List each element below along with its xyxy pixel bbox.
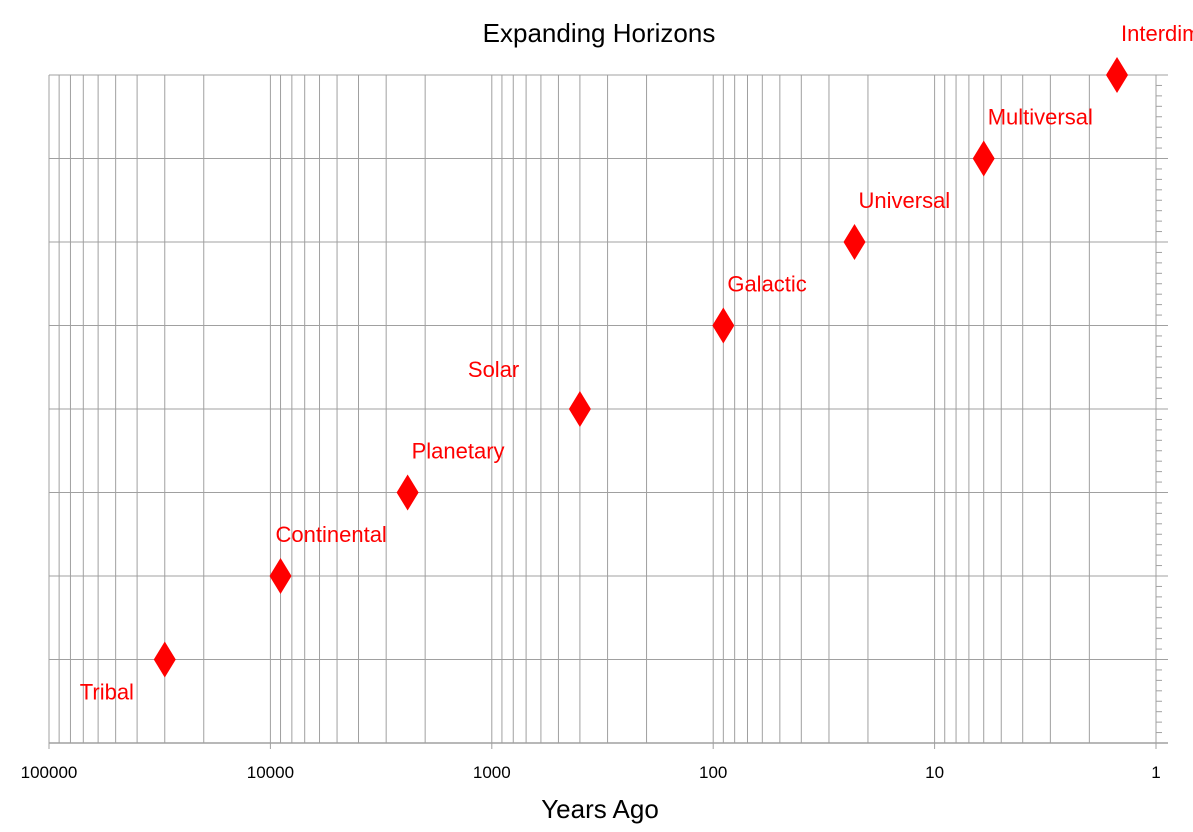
x-tick-labels: 100000 10000 1000 100 10 1 [21,763,1161,782]
axes [48,74,1168,749]
point-label: Planetary [412,439,505,464]
diamond-marker [153,641,176,678]
data-points: Tribal Continental Planetary Solar Galactic U… [80,21,1193,705]
point-label: Solar [468,357,519,382]
x-tick-label: 1000 [473,763,511,782]
x-axis-label: Years Ago [541,794,659,824]
diamond-marker [712,307,735,344]
point-label: Tribal [80,680,134,705]
diamond-marker [1106,57,1129,93]
x-tick-label: 10 [925,763,944,782]
diamond-marker [396,474,419,511]
point-label: Interdimensional [1121,21,1193,46]
diamond-marker [843,224,866,260]
diamond-marker [972,140,995,177]
x-tick-label: 10000 [247,763,294,782]
x-tick-label: 1 [1151,763,1160,782]
grid [48,74,1168,743]
point-label: Continental [276,522,387,547]
diamond-marker [568,391,591,427]
diamond-marker [269,558,292,594]
point-label: Galactic [727,272,806,297]
point-label: Multiversal [988,105,1093,130]
x-tick-label: 100000 [21,763,78,782]
point-label: Universal [859,188,951,213]
chart-title: Expanding Horizons [483,18,716,48]
x-tick-label: 100 [699,763,727,782]
